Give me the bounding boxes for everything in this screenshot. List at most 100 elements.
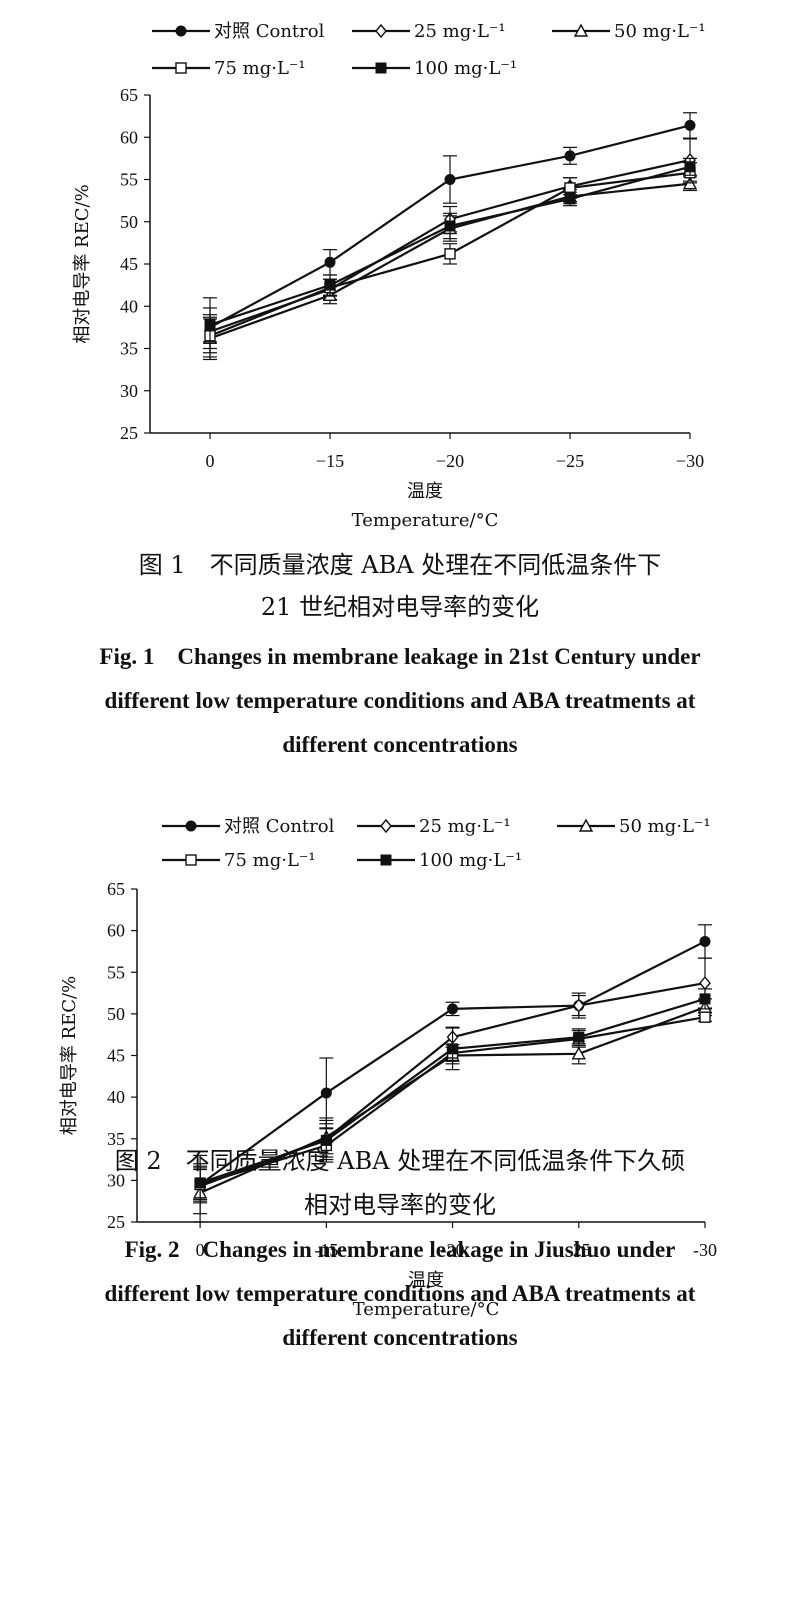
- legend-label-2-1: 对照 Control: [224, 816, 335, 837]
- legend-marker-2-5: [380, 854, 392, 866]
- data-point-1-4-3: [564, 182, 576, 194]
- legend-label-1-1: 对照 Control: [214, 21, 325, 42]
- data-point-1-4-2: [444, 248, 456, 260]
- y-tick-label-2-1: 30: [107, 1170, 125, 1190]
- data-point-2-5-4: [699, 993, 711, 1005]
- series-1-5: [203, 157, 697, 343]
- y-tick-label-2-2: 35: [107, 1129, 125, 1149]
- legend-marker-1-2: [375, 23, 387, 39]
- data-point-2-1-2: [447, 1003, 459, 1015]
- caption-1-en-line3: different concentrations: [282, 732, 518, 757]
- legend-item-2-5: 100 mg·L⁻¹: [357, 850, 522, 871]
- legend-label-1-4: 75 mg·L⁻¹: [214, 58, 306, 79]
- y-tick-label-1-6: 55: [120, 170, 138, 190]
- y-axis-label-1: 相对电导率 REC/%: [72, 184, 93, 343]
- legend-item-2-3: 50 mg·L⁻¹: [557, 816, 711, 837]
- data-point-1-5-4: [684, 161, 696, 173]
- series-2-5: [193, 988, 712, 1201]
- legend-marker-2-2: [380, 818, 392, 834]
- legend-label-2-4: 75 mg·L⁻¹: [224, 850, 316, 871]
- legend-label-1-2: 25 mg·L⁻¹: [414, 21, 506, 42]
- y-tick-label-1-0: 25: [120, 423, 138, 443]
- legend-item-1-5: 100 mg·L⁻¹: [352, 58, 517, 79]
- legend-marker-2-3: [578, 818, 594, 832]
- chart-2: 对照 Control 25 mg·L⁻¹ 50 mg·L⁻¹ 75 mg·L⁻¹ 100…: [59, 816, 717, 1320]
- legend-marker-1-1: [175, 25, 187, 37]
- y-tick-label-2-7: 60: [107, 921, 125, 941]
- caption-2-cn-line2: 相对电导率的变化: [304, 1191, 496, 1219]
- legend-label-1-3: 50 mg·L⁻¹: [614, 21, 706, 42]
- legend-item-1-3: 50 mg·L⁻¹: [552, 21, 706, 42]
- x-tick-label-1-0: 0: [206, 451, 215, 471]
- caption-2-cn-line1: 图 2 不同质量浓度 ABA 处理在不同低温条件下久硕: [114, 1147, 686, 1175]
- legend-marker-1-4: [175, 62, 187, 74]
- y-tick-label-1-4: 45: [120, 254, 138, 274]
- x-axis-label-cn-2: 温度: [408, 1270, 444, 1291]
- x-tick-label-2-4: -30: [693, 1240, 717, 1260]
- x-tick-label-2-2: -20: [441, 1240, 465, 1260]
- data-point-1-1-3: [564, 150, 576, 162]
- x-axis-label-en-1: Temperature/°C: [352, 510, 499, 531]
- caption-1-cn-line1: 图 1 不同质量浓度 ABA 处理在不同低温条件下: [138, 551, 662, 579]
- caption-2-en-line3: different concentrations: [282, 1325, 518, 1350]
- x-tick-label-2-0: 0: [196, 1240, 205, 1260]
- data-point-2-2-3: [572, 998, 585, 1013]
- legend-item-1-2: 25 mg·L⁻¹: [352, 21, 506, 42]
- data-point-1-1-4: [684, 119, 696, 131]
- y-tick-label-2-8: 65: [107, 879, 125, 899]
- data-point-2-5-1: [320, 1134, 332, 1146]
- data-point-1-5-0: [204, 319, 216, 331]
- data-point-2-2-4: [699, 975, 711, 991]
- y-tick-label-1-8: 65: [120, 85, 138, 105]
- legend-item-2-2: 25 mg·L⁻¹: [357, 816, 511, 837]
- x-axis-label-cn-1: 温度: [407, 481, 443, 502]
- y-tick-label-1-1: 30: [120, 381, 138, 401]
- legend-marker-1-5: [375, 62, 387, 74]
- x-tick-label-2-3: -25: [567, 1240, 591, 1260]
- x-tick-label-1-1: −15: [316, 451, 344, 471]
- legend-marker-2-1: [185, 820, 197, 832]
- legend-item-2-1: 对照 Control: [162, 816, 335, 837]
- y-tick-label-2-0: 25: [107, 1212, 125, 1232]
- y-tick-label-2-3: 40: [107, 1087, 125, 1107]
- data-point-1-1-2: [444, 174, 456, 185]
- series-1-3: [202, 176, 698, 361]
- data-point-1-1-1: [324, 256, 336, 268]
- data-point-1-5-2: [444, 220, 456, 232]
- y-tick-label-1-3: 40: [120, 296, 138, 316]
- legend-label-2-5: 100 mg·L⁻¹: [419, 850, 522, 871]
- legend-item-1-4: 75 mg·L⁻¹: [152, 58, 306, 79]
- legend-marker-2-4: [185, 854, 197, 866]
- data-point-1-5-1: [324, 279, 336, 291]
- legend-item-2-4: 75 mg·L⁻¹: [162, 850, 316, 871]
- data-point-1-5-3: [564, 193, 576, 205]
- caption-1-en-line1: Fig. 1 Changes in membrane leakage in 21…: [99, 644, 701, 669]
- legend-label-2-2: 25 mg·L⁻¹: [419, 816, 511, 837]
- data-point-2-5-2: [447, 1043, 459, 1055]
- data-point-2-4-4: [699, 1011, 711, 1023]
- x-tick-label-1-2: −20: [436, 451, 464, 471]
- legend-marker-1-3: [573, 23, 589, 37]
- legend-label-1-5: 100 mg·L⁻¹: [414, 58, 517, 79]
- y-tick-label-2-6: 55: [107, 962, 125, 982]
- x-tick-label-1-4: −30: [676, 451, 704, 471]
- caption-1-cn-line2: 21 世纪相对电导率的变化: [260, 593, 540, 621]
- y-tick-label-1-5: 50: [120, 212, 138, 232]
- caption-2-en-line2: different low temperature conditions and…: [104, 1281, 696, 1306]
- legend-label-2-3: 50 mg·L⁻¹: [619, 816, 711, 837]
- x-tick-label-1-3: −25: [556, 451, 584, 471]
- y-tick-label-1-2: 35: [120, 339, 138, 359]
- caption-2-en-line1: Fig. 2 Changes in membrane leakage in Ji…: [124, 1237, 676, 1262]
- data-point-2-1-1: [320, 1087, 332, 1099]
- figure-2: 对照 Control 25 mg·L⁻¹ 50 mg·L⁻¹ 75 mg·L⁻¹ 100…: [0, 800, 800, 1601]
- y-tick-label-2-4: 45: [107, 1046, 125, 1066]
- x-tick-label-2-1: -15: [314, 1240, 338, 1260]
- x-axis-label-en-2: Temperature/°C: [353, 1299, 500, 1320]
- figure-1: 对照 Control 25 mg·L⁻¹ 50 mg·L⁻¹ 75 mg·L⁻¹ 100…: [0, 0, 800, 780]
- data-point-2-5-0: [194, 1177, 206, 1189]
- legend-item-1-1: 对照 Control: [152, 21, 325, 42]
- y-tick-label-2-5: 50: [107, 1004, 125, 1024]
- data-point-2-1-4: [699, 935, 711, 947]
- series-1-1: [203, 112, 697, 358]
- data-point-2-3-3: [571, 1046, 586, 1060]
